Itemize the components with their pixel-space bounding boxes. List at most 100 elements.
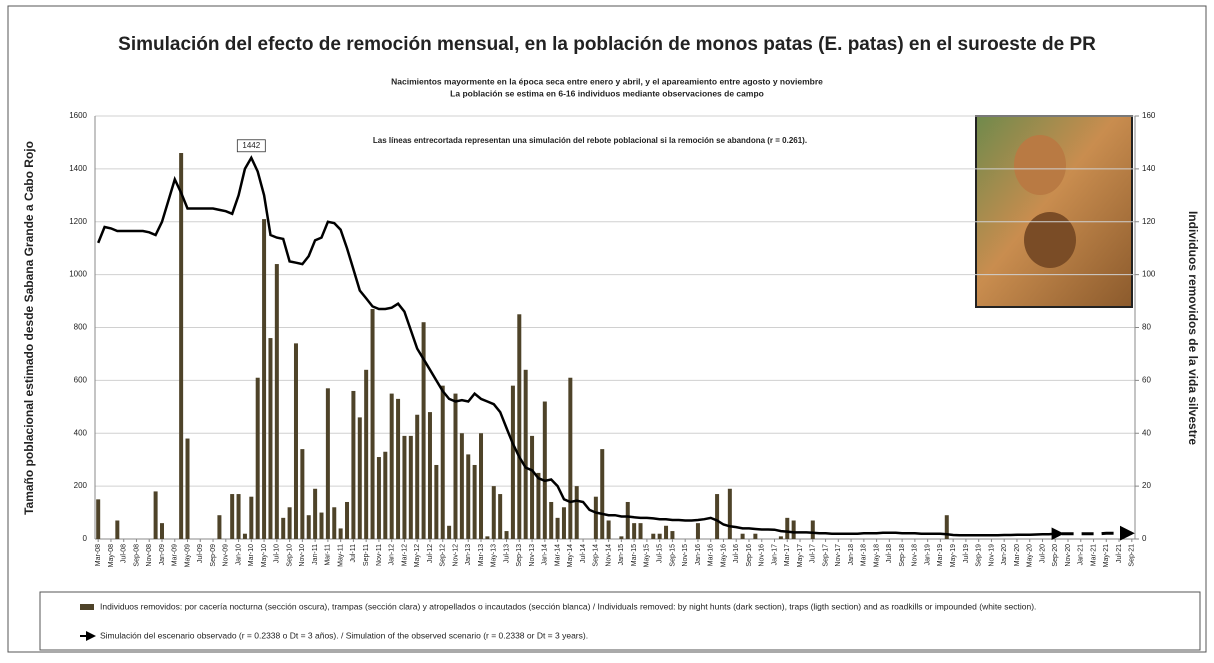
x-tick-label: Sep-13 [516, 544, 523, 567]
bar [607, 520, 611, 539]
x-tick-label: Nov-12 [452, 544, 459, 567]
bar [383, 452, 387, 539]
x-tick-label: May-09 [184, 544, 191, 567]
bar [409, 436, 413, 539]
x-tick-label: Sep-18 [899, 544, 906, 567]
y2-tick-label: 40 [1142, 428, 1151, 437]
bar [453, 394, 457, 539]
x-tick-label: Sep-08 [133, 544, 140, 567]
x-tick-label: Jan-12 [389, 544, 396, 566]
x-tick-label: Jul-18 [886, 544, 893, 563]
x-tick-label: Sep-10 [286, 544, 293, 567]
x-tick-label: Jul-20 [1039, 544, 1046, 563]
x-tick-label: May-17 [797, 544, 804, 567]
bar [447, 526, 451, 539]
bar [485, 536, 489, 539]
x-tick-label: Jan-11 [312, 544, 319, 565]
y-tick-label: 400 [74, 428, 88, 437]
data-label: 1442 [242, 141, 260, 150]
x-tick-label: Jan-20 [1001, 544, 1008, 566]
x-tick-label: Jul-08 [121, 544, 128, 563]
bar [505, 531, 509, 539]
x-tick-label: Sep-21 [1129, 544, 1136, 567]
bar [715, 494, 719, 539]
x-tick-label: Jan-16 [695, 544, 702, 566]
bar [230, 494, 234, 539]
bar [530, 436, 534, 539]
bar [594, 497, 598, 539]
x-tick-label: Mar-16 [708, 544, 715, 566]
bar [294, 343, 298, 539]
x-tick-label: May-10 [261, 544, 268, 567]
bar [320, 513, 324, 539]
x-tick-label: Nov-16 [759, 544, 766, 567]
bar [332, 507, 336, 539]
y-tick-label: 1600 [69, 111, 87, 120]
x-tick-label: Nov-20 [1065, 544, 1072, 567]
x-tick-label: Sep-11 [363, 544, 370, 566]
x-tick-label: May-15 [644, 544, 651, 567]
x-tick-label: Mar-10 [248, 544, 255, 566]
y2-tick-label: 100 [1142, 270, 1156, 279]
x-tick-label: Mar-13 [478, 544, 485, 566]
x-tick-label: Jan-19 [924, 544, 931, 566]
bar [753, 534, 757, 539]
bar [473, 465, 477, 539]
y-tick-label: 1400 [69, 164, 87, 173]
x-tick-label: May-18 [873, 544, 880, 567]
legend-label: Simulación del escenario observado (r = … [100, 630, 588, 640]
bar [249, 497, 253, 539]
x-tick-label: Nov-11 [376, 544, 383, 566]
x-tick-label: Nov-14 [605, 544, 612, 567]
x-tick-label: May-21 [1103, 544, 1110, 567]
bar [639, 523, 643, 539]
bar [492, 486, 496, 539]
x-tick-label: Mar-11 [325, 544, 332, 566]
x-tick-label: Nov-19 [988, 544, 995, 567]
bar [217, 515, 221, 539]
chart-title: Simulación del efecto de remoción mensua… [118, 34, 1096, 55]
x-tick-label: Nov-17 [835, 544, 842, 567]
bar [268, 338, 272, 539]
x-tick-label: May-19 [950, 544, 957, 567]
x-tick-label: Nov-09 [223, 544, 230, 567]
bar [307, 515, 311, 539]
x-tick-label: Jul-21 [1116, 544, 1123, 563]
y-tick-label: 600 [74, 375, 88, 384]
bar [396, 399, 400, 539]
bar [479, 433, 483, 539]
x-tick-label: May-08 [108, 544, 115, 567]
bar [115, 520, 119, 539]
bar [728, 489, 732, 539]
bar [402, 436, 406, 539]
x-tick-label: May-14 [567, 544, 574, 567]
x-tick-label: Jul-10 [274, 544, 281, 563]
x-tick-label: Jul-12 [427, 544, 434, 563]
x-tick-label: Mar-19 [937, 544, 944, 566]
subtitle: La población se estima en 6-16 individuo… [450, 88, 764, 98]
bar [345, 502, 349, 539]
bar [160, 523, 164, 539]
x-tick-label: Nov-10 [299, 544, 306, 567]
x-tick-label: Jul-17 [810, 544, 817, 563]
x-tick-label: Jul-13 [503, 544, 510, 563]
bar [543, 402, 547, 539]
bar [600, 449, 604, 539]
x-tick-label: May-12 [414, 544, 421, 567]
x-tick-label: Mar-08 [95, 544, 102, 566]
bar [364, 370, 368, 539]
photo-detail [1024, 212, 1076, 268]
bar [358, 417, 362, 539]
bar [390, 394, 394, 539]
bar [256, 378, 260, 539]
bar [371, 309, 375, 539]
x-tick-label: May-13 [491, 544, 498, 567]
bar [288, 507, 292, 539]
x-tick-label: Jul-19 [963, 544, 970, 563]
bar [300, 449, 304, 539]
bar [524, 370, 528, 539]
x-tick-label: Jul-11 [350, 544, 357, 563]
x-tick-label: Sep-12 [440, 544, 447, 567]
x-tick-label: May-11 [337, 544, 344, 567]
x-tick-label: Nov-13 [529, 544, 536, 567]
